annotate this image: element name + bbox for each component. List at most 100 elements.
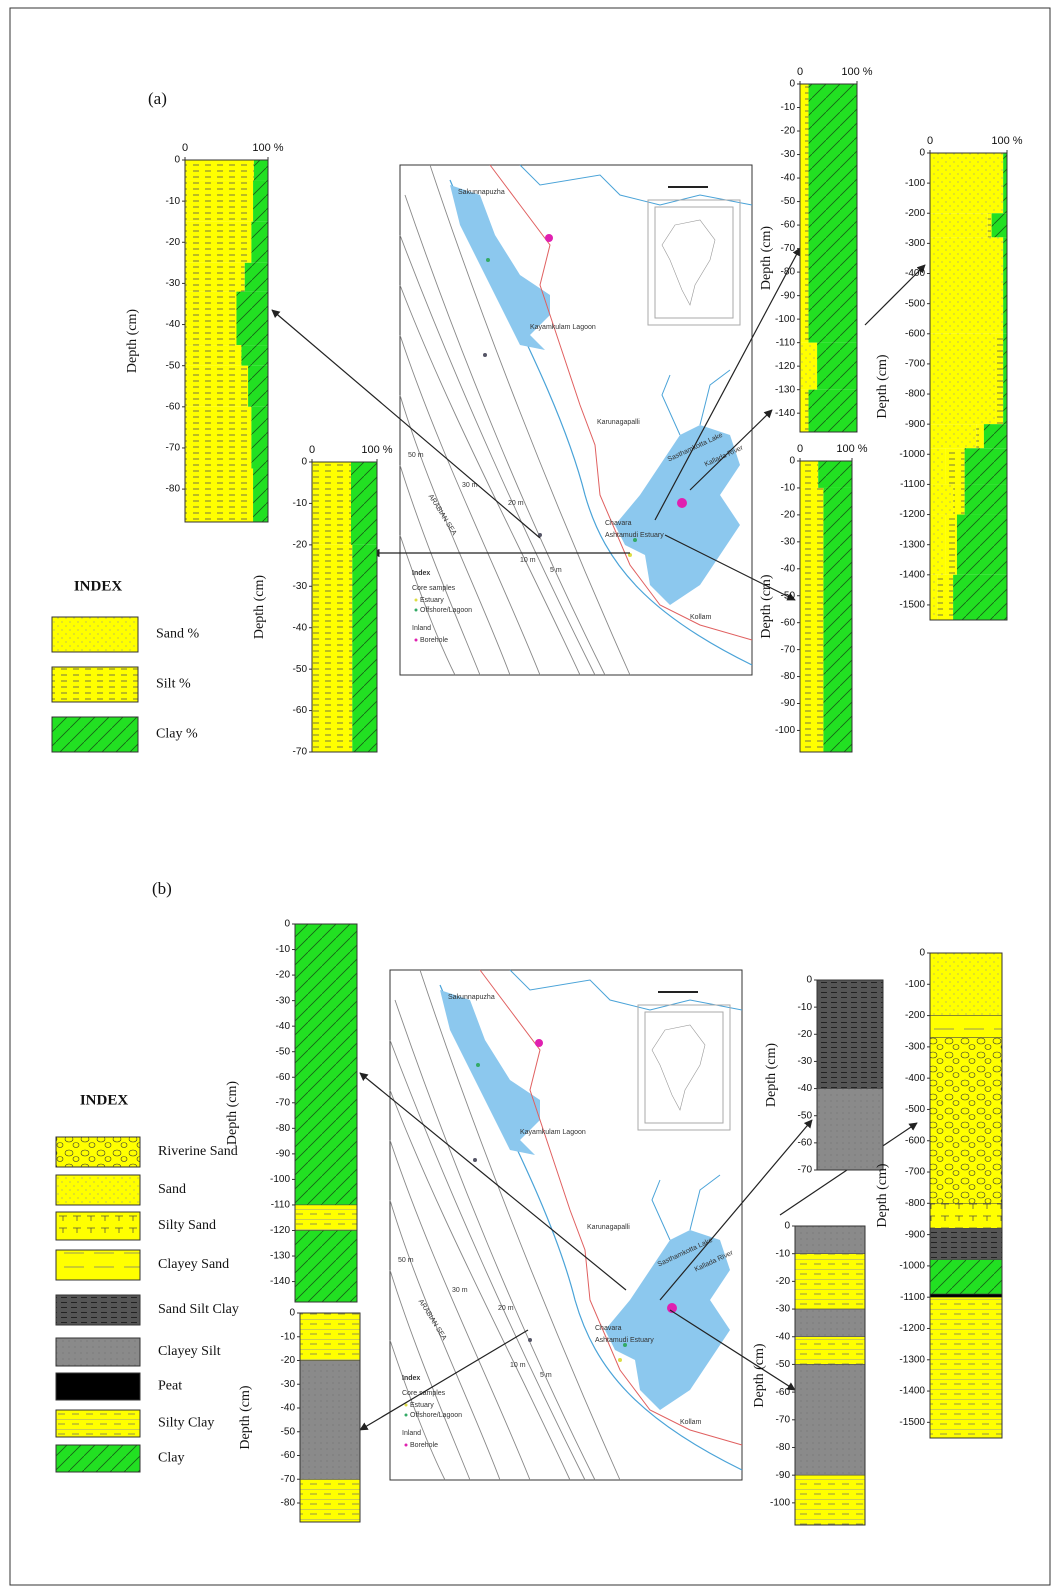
y-tick-label: -700: [905, 359, 925, 370]
layer: [795, 1364, 865, 1475]
y-tick-label: -10: [781, 483, 796, 494]
y-tick-label: -20: [276, 970, 291, 981]
y-tick-label: -600: [905, 1135, 925, 1146]
y-tick-label: -90: [781, 698, 796, 709]
y-axis-title: Depth (cm): [759, 574, 774, 638]
legend-label: Sand: [158, 1182, 186, 1197]
y-tick-label: -130: [775, 384, 795, 395]
y-tick-label: -1200: [899, 1323, 925, 1334]
y-tick-label: -70: [281, 1474, 296, 1485]
y-axis-title: Depth (cm): [875, 1163, 890, 1227]
layer-fraction: [185, 366, 248, 407]
layer-fraction: [930, 448, 945, 484]
layer-fraction: [1003, 237, 1007, 333]
y-tick-label: -70: [276, 1097, 291, 1108]
map-label: 30 m: [452, 1287, 468, 1294]
map-label: Chavara: [605, 520, 632, 527]
x-tick-label: 0: [182, 142, 188, 154]
y-tick-label: -100: [770, 1497, 790, 1508]
y-tick-label: 0: [806, 975, 812, 986]
y-tick-label: -10: [798, 1002, 813, 1013]
y-tick-label: -50: [776, 1359, 791, 1370]
y-tick-label: -40: [781, 563, 796, 574]
layer-fraction: [817, 343, 857, 390]
layer-fraction: [185, 160, 254, 181]
layer: [930, 1228, 1002, 1259]
index-title: INDEX: [74, 578, 123, 594]
y-tick-label: -10: [166, 196, 181, 207]
layer-fraction: [818, 461, 852, 488]
map-label: Chavara: [595, 1325, 622, 1332]
y-tick-label: -120: [775, 361, 795, 372]
layer-fraction: [965, 484, 1007, 514]
layer-fraction: [254, 160, 268, 181]
y-tick-label: -20: [781, 126, 796, 137]
map-label: Sakunnapuzha: [458, 189, 505, 196]
y-tick-label: -20: [281, 1355, 296, 1366]
y-tick-label: -500: [905, 298, 925, 309]
y-tick-label: -100: [270, 1174, 290, 1185]
layer-fraction: [800, 84, 809, 343]
y-tick-label: -40: [281, 1403, 296, 1414]
y-tick-label: -80: [281, 1498, 296, 1509]
legend-label: Clay %: [156, 727, 198, 742]
y-tick-label: 0: [919, 148, 925, 159]
y-tick-label: -60: [781, 617, 796, 628]
y-tick-label: -100: [905, 178, 925, 189]
y-tick-label: -20: [776, 1276, 791, 1287]
x-tick-label: 0: [797, 443, 803, 455]
y-tick-label: -900: [905, 1229, 925, 1240]
map-label: Kollam: [690, 614, 712, 621]
layer-fraction: [351, 462, 377, 545]
y-tick-label: -110: [776, 337, 796, 348]
map-label: Sakunnapuzha: [448, 994, 495, 1001]
layer: [300, 1313, 360, 1361]
y-tick-label: -30: [781, 149, 796, 160]
map-label: Index: [412, 570, 430, 577]
layer: [817, 1089, 883, 1170]
layer-fraction: [1003, 334, 1007, 424]
layer-fraction: [992, 213, 1007, 237]
layer: [295, 924, 357, 1205]
x-tick-label: 100 %: [991, 135, 1022, 147]
y-tick-label: -130: [270, 1251, 290, 1262]
y-tick-label: -30: [166, 278, 181, 289]
layer-fraction: [245, 263, 268, 292]
y-tick-label: -1100: [900, 1292, 925, 1303]
layer-fraction: [930, 424, 976, 448]
y-tick-label: -60: [781, 220, 796, 231]
layer: [930, 953, 1002, 1016]
x-tick-label: 100 %: [836, 443, 867, 455]
y-tick-label: -30: [798, 1056, 813, 1067]
map-label: Inland: [412, 625, 431, 632]
y-tick-label: -10: [281, 1331, 296, 1342]
y-tick-label: -40: [166, 319, 181, 330]
layer: [930, 1037, 1002, 1203]
y-tick-label: -60: [798, 1137, 813, 1148]
map-label: Offshore/Lagoon: [420, 607, 472, 614]
map-label: Karunagapalli: [597, 419, 640, 426]
y-tick-label: -20: [293, 539, 308, 550]
y-tick-label: -1200: [899, 509, 925, 520]
y-tick-label: -60: [776, 1387, 791, 1398]
y-tick-label: -1000: [899, 1261, 925, 1272]
y-tick-label: -100: [775, 314, 795, 325]
y-axis-title: Depth (cm): [252, 575, 267, 639]
layer-fraction: [809, 84, 857, 343]
legend-swatch: [56, 1295, 140, 1325]
y-tick-label: -90: [276, 1149, 291, 1160]
y-tick-label: -40: [798, 1083, 813, 1094]
layer-fraction: [185, 345, 241, 366]
y-tick-label: -400: [905, 268, 925, 279]
legend-label: Peat: [158, 1379, 182, 1394]
layer-fraction: [930, 153, 1003, 213]
y-tick-label: -80: [781, 267, 796, 278]
layer-fraction: [248, 366, 268, 407]
map-label: Index: [402, 1375, 420, 1382]
legend-label: Silt %: [156, 677, 191, 692]
y-tick-label: -1300: [899, 1354, 925, 1365]
y-tick-label: -70: [781, 243, 796, 254]
y-tick-label: -30: [276, 995, 291, 1006]
legend-label: Clay: [158, 1451, 184, 1466]
layer: [930, 1294, 1002, 1297]
